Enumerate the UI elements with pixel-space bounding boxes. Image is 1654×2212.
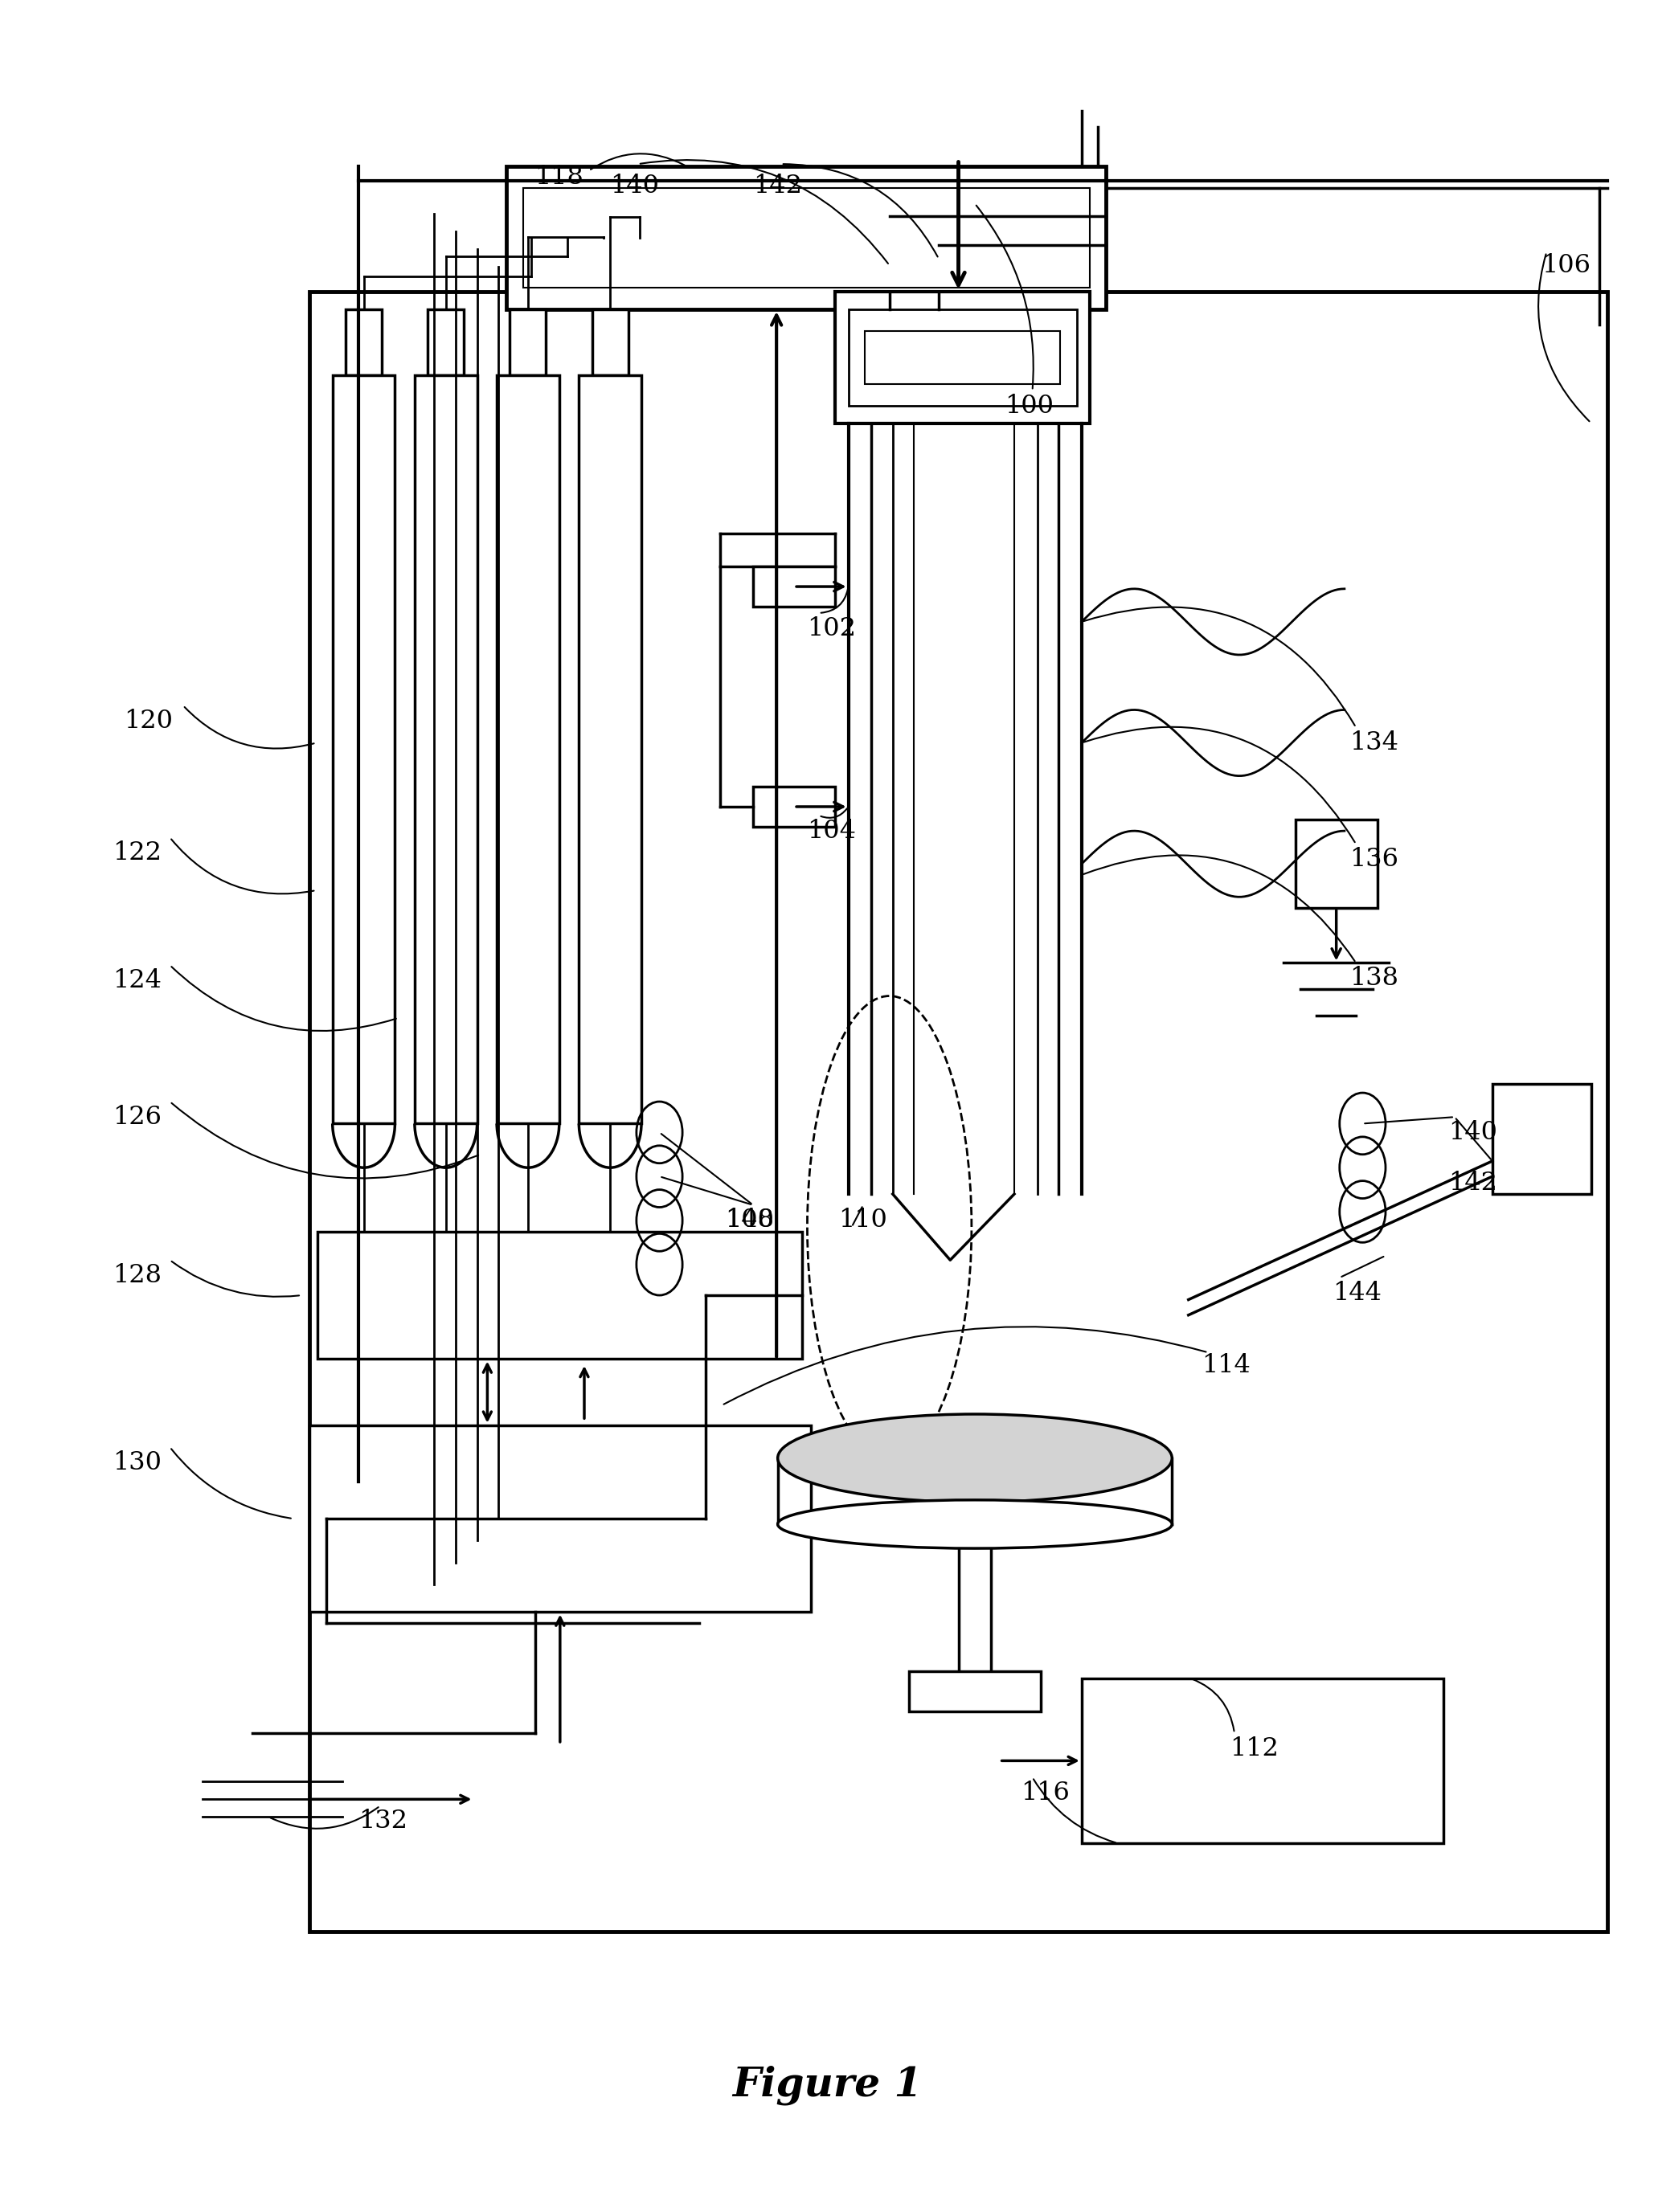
Text: 142: 142 [1447,1170,1497,1194]
FancyBboxPatch shape [523,188,1090,288]
Text: 100: 100 [1004,394,1054,418]
FancyBboxPatch shape [910,1672,1040,1712]
Text: 122: 122 [112,841,162,865]
Text: Figure 1: Figure 1 [733,2066,921,2106]
FancyBboxPatch shape [849,310,1077,407]
FancyBboxPatch shape [346,310,382,376]
Text: 118: 118 [534,164,584,190]
Text: 120: 120 [124,708,174,734]
Text: 106: 106 [1542,252,1591,279]
FancyBboxPatch shape [592,310,629,376]
Text: 130: 130 [112,1451,162,1475]
Text: 110: 110 [839,1208,888,1232]
Text: 128: 128 [112,1263,162,1287]
FancyBboxPatch shape [428,310,463,376]
Text: 102: 102 [807,615,857,641]
FancyBboxPatch shape [332,376,395,1124]
Text: 124: 124 [112,969,162,993]
FancyBboxPatch shape [496,376,559,1124]
Text: 140: 140 [724,1208,774,1232]
Ellipse shape [777,1413,1173,1502]
Text: 142: 142 [753,173,802,199]
Text: 136: 136 [1350,847,1398,872]
FancyBboxPatch shape [1492,1084,1591,1194]
FancyBboxPatch shape [309,1425,810,1613]
FancyBboxPatch shape [753,787,835,827]
Text: 140: 140 [610,173,660,199]
FancyBboxPatch shape [579,376,642,1124]
Text: 140: 140 [1447,1119,1497,1146]
FancyBboxPatch shape [318,1232,802,1358]
Text: 132: 132 [359,1809,409,1834]
Text: 126: 126 [112,1104,162,1130]
Ellipse shape [777,1500,1173,1548]
FancyBboxPatch shape [1295,821,1378,907]
Text: 144: 144 [1333,1281,1383,1305]
Text: 138: 138 [1350,967,1398,991]
Text: 112: 112 [1229,1736,1279,1761]
FancyBboxPatch shape [415,376,476,1124]
Text: 108: 108 [724,1208,774,1232]
FancyBboxPatch shape [1082,1679,1442,1843]
Text: 104: 104 [807,818,857,843]
FancyBboxPatch shape [753,566,835,606]
FancyBboxPatch shape [309,292,1608,1931]
Text: 134: 134 [1350,730,1398,754]
Text: 114: 114 [1201,1354,1250,1378]
Text: 116: 116 [1021,1781,1070,1805]
FancyBboxPatch shape [865,332,1060,385]
FancyBboxPatch shape [506,166,1107,310]
FancyBboxPatch shape [835,292,1090,425]
FancyBboxPatch shape [509,310,546,376]
